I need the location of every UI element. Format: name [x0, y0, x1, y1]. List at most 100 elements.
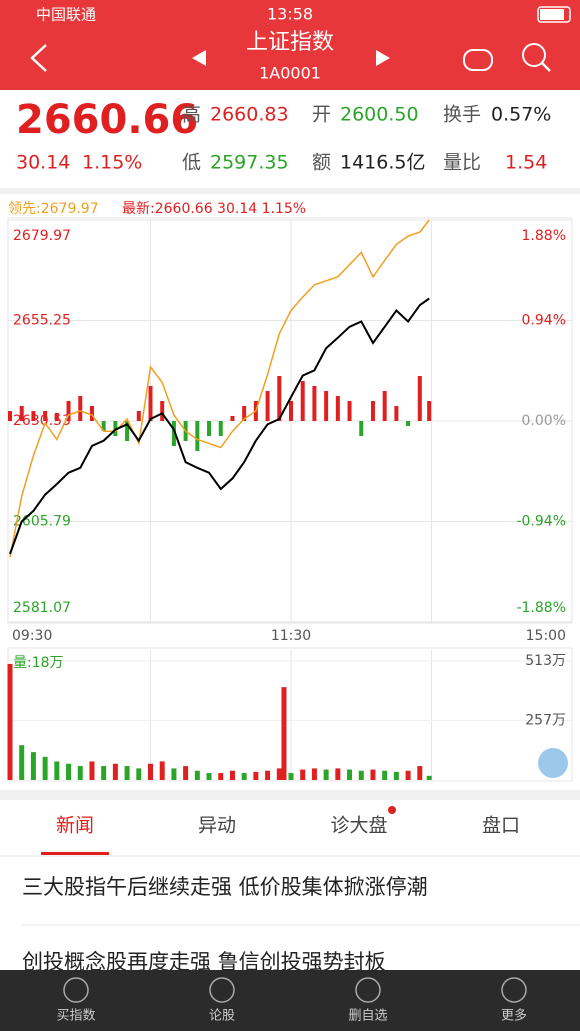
prev-button[interactable]: [192, 50, 206, 66]
tab[interactable]: 异动: [198, 815, 236, 837]
nav-item[interactable]: 论股: [209, 1009, 235, 1024]
price-line: [9, 219, 430, 558]
search-button[interactable]: [522, 43, 546, 67]
news-headline[interactable]: 三大股指午后继续走强 低价股集体掀涨停潮: [22, 875, 428, 899]
volume-chart: 257万 513万 量:18万: [7, 647, 573, 782]
volume-bar: [159, 761, 165, 780]
tab-underline: [41, 852, 109, 855]
header-bg: [0, 0, 580, 90]
volume-bar: [218, 773, 224, 780]
volume-bar: [382, 770, 388, 780]
strength-bar: [324, 391, 329, 421]
tab[interactable]: 盘口: [482, 815, 520, 837]
volume-bar: [206, 773, 212, 780]
strength-bar: [347, 401, 352, 421]
volume-bar: [194, 770, 200, 780]
strength-bar: [101, 421, 106, 431]
volume-bar: [77, 766, 83, 780]
strength-bar: [160, 401, 165, 421]
search-handle: [541, 62, 551, 72]
nav-icon: [355, 977, 381, 1003]
legend-latest: 最新:2660.66 30.14 1.15%: [122, 201, 306, 217]
legend-leading: 领先:2679.97: [8, 201, 99, 217]
strength-bar: [335, 396, 340, 421]
y-tick-label: 257万: [525, 712, 566, 728]
y-tick-label: 2679.97: [13, 228, 71, 244]
y-tick-label: 513万: [525, 653, 566, 669]
volume-bar: [30, 752, 36, 780]
strength-bar: [113, 421, 118, 436]
volume-label: 量:18万: [13, 655, 64, 671]
nav-item[interactable]: 更多: [501, 1008, 527, 1024]
volume-bar: [393, 771, 399, 780]
volume-bar: [42, 756, 48, 780]
divider: [0, 188, 580, 194]
volume-bar: [229, 770, 235, 780]
index-code: 1A0001: [259, 64, 321, 83]
volume-bar: [405, 770, 411, 780]
change-pct: 1.15%: [82, 152, 142, 174]
strength-bar: [171, 421, 176, 446]
strength-bar: [89, 406, 94, 421]
y2-tick-label: 0.00%: [522, 413, 566, 429]
field-label: 额: [312, 152, 331, 174]
y2-tick-label: -0.94%: [516, 514, 566, 530]
tab[interactable]: 新闻: [56, 815, 94, 837]
y2-tick-label: -1.88%: [516, 600, 566, 616]
bottom-nav-bg: [0, 970, 580, 1031]
nav-item[interactable]: 买指数: [56, 1009, 95, 1024]
field-label: 换手: [443, 104, 481, 126]
volume-bar: [265, 770, 271, 780]
volume-bar: [136, 768, 142, 780]
volume-bar: [253, 771, 259, 780]
volume-bar: [183, 766, 189, 780]
nav-icon: [501, 977, 527, 1003]
volume-bar: [311, 768, 317, 780]
expand-button[interactable]: [538, 748, 568, 778]
field-value: 1416.5亿: [340, 152, 425, 174]
volume-bar: [66, 763, 72, 780]
volume-bar: [19, 745, 25, 780]
strength-bar: [207, 421, 212, 436]
nav-icon: [209, 977, 235, 1003]
robot-button[interactable]: [463, 49, 493, 71]
strength-bar: [54, 413, 59, 421]
volume-bar: [300, 769, 306, 780]
strength-bar: [195, 421, 200, 451]
x-tick-label: 15:00: [526, 628, 566, 644]
tab-bar: 新闻 异动 诊大盘 盘口: [41, 806, 520, 855]
next-button[interactable]: [376, 50, 390, 66]
tab[interactable]: 诊大盘: [330, 815, 387, 837]
change: 30.14: [16, 152, 70, 174]
strength-bar: [370, 401, 375, 421]
strength-bar: [242, 406, 247, 421]
strength-bar: [66, 401, 71, 421]
strength-bar: [125, 421, 130, 441]
price-line: [9, 297, 430, 555]
back-button[interactable]: [30, 44, 47, 72]
nav-item[interactable]: 删自选: [348, 1009, 387, 1024]
field-label: 高: [182, 104, 201, 126]
field-label: 低: [182, 152, 201, 174]
volume-bar: [89, 761, 95, 780]
field-value: 2660.83: [210, 104, 289, 126]
y2-tick-label: 1.88%: [522, 228, 566, 244]
divider: [0, 790, 580, 800]
volume-bar: [171, 768, 177, 780]
volume-bar: [7, 663, 13, 780]
x-tick-label: 11:30: [271, 628, 311, 644]
price-chart: 2679.972655.252630.532605.792581.071.88%…: [7, 217, 573, 644]
field-value: 2597.35: [210, 152, 289, 174]
field-value: 2600.50: [340, 104, 419, 126]
volume-bar: [358, 770, 364, 780]
field-label: 量比: [443, 152, 481, 174]
field-value: 0.57%: [491, 104, 551, 126]
y2-tick-label: 0.94%: [522, 313, 566, 329]
nav-icon: [63, 977, 89, 1003]
strength-bar: [19, 406, 24, 421]
clock: 13:58: [267, 5, 313, 24]
strength-bar: [148, 386, 153, 421]
strength-bar: [78, 396, 83, 421]
